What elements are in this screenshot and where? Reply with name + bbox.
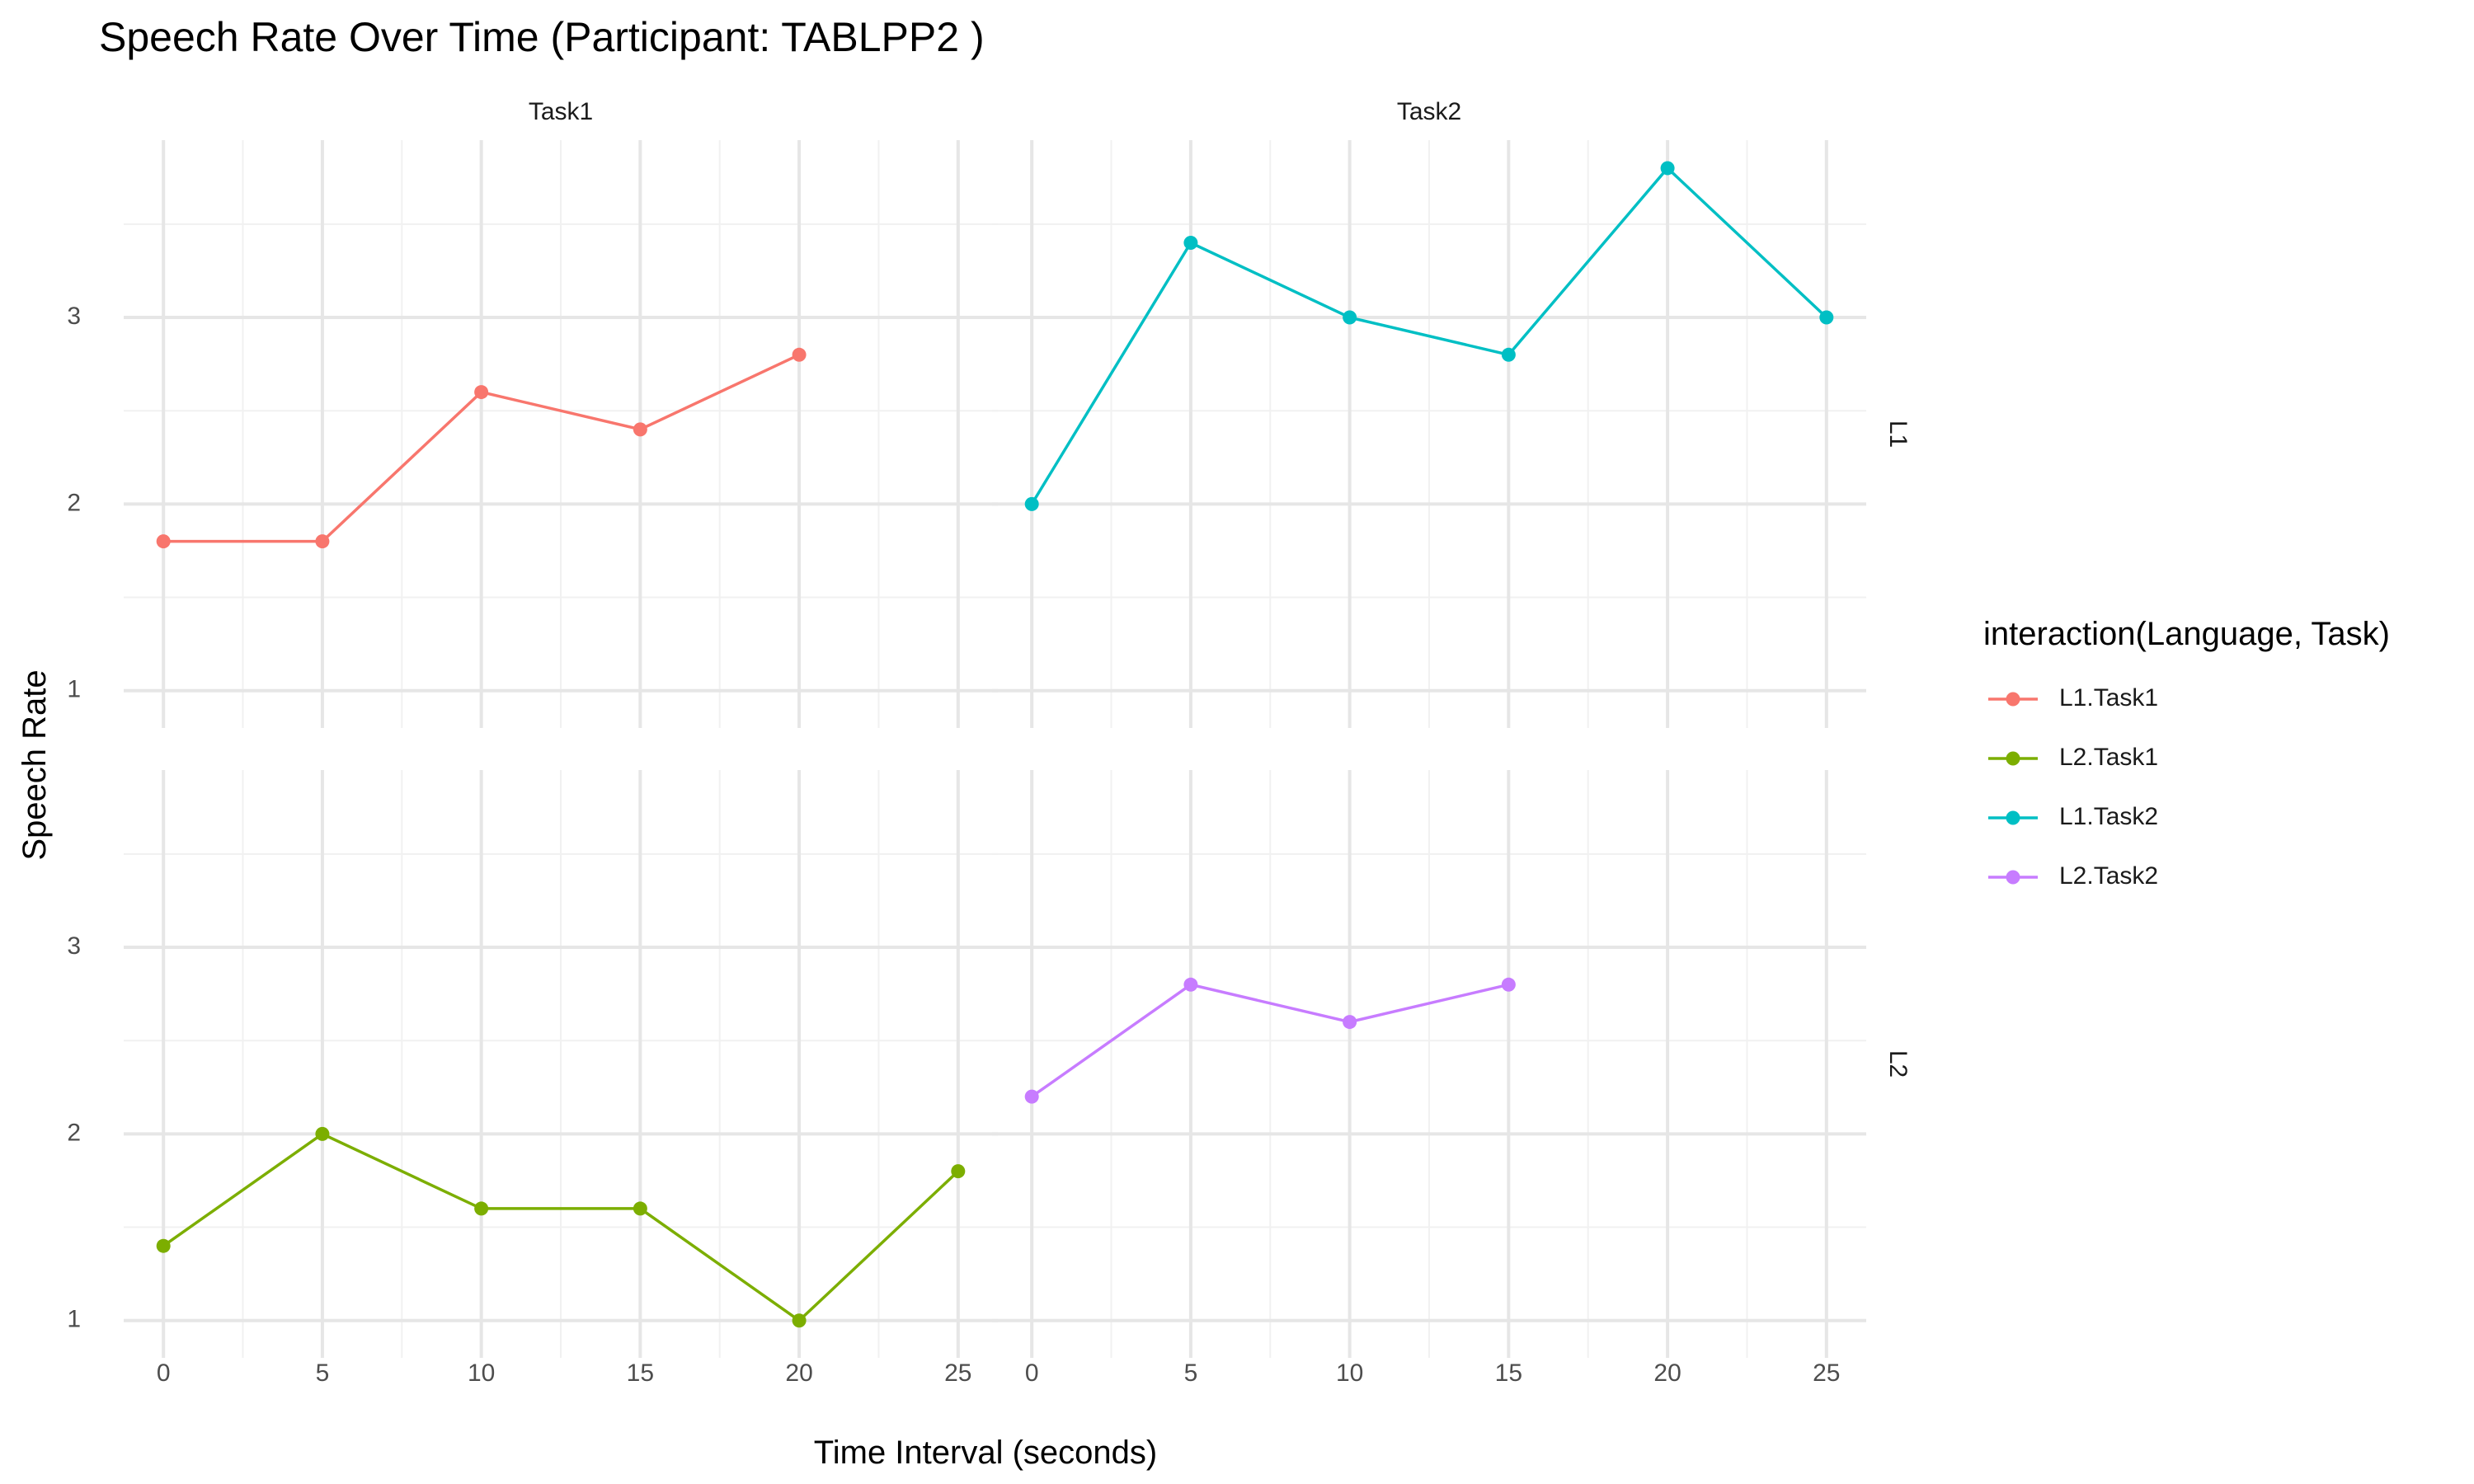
- data-point-L2.Task1: [792, 1313, 807, 1328]
- data-point-L1.Task1: [792, 347, 807, 362]
- legend-key-point: [2006, 751, 2020, 766]
- data-point-L1.Task2: [1660, 161, 1675, 176]
- facet-strip-L2: L2: [1884, 1050, 1912, 1078]
- data-point-L2.Task2: [1501, 977, 1516, 992]
- x-tick-label: 0: [1025, 1360, 1039, 1387]
- legend-label: L1.Task1: [2059, 684, 2158, 711]
- x-tick-label: 15: [627, 1360, 654, 1387]
- facet-panel-L2-Task2: [992, 770, 1866, 1358]
- y-tick-label: 3: [67, 932, 81, 960]
- legend-label: L1.Task2: [2059, 803, 2158, 830]
- series-line-L2.Task2: [1031, 983, 1509, 1098]
- data-point-L1.Task1: [633, 422, 647, 437]
- y-axis-title: Speech Rate: [16, 669, 53, 860]
- data-point-L1.Task2: [1024, 496, 1039, 511]
- legend-title: interaction(Language, Task): [1983, 616, 2390, 652]
- data-point-L2.Task1: [156, 1238, 171, 1253]
- data-point-L1.Task2: [1183, 235, 1198, 250]
- x-tick-label: 0: [157, 1360, 171, 1387]
- x-tick-label: 25: [944, 1360, 971, 1387]
- legend-items: L1.Task1 L2.Task1 L1.Task2 L2.Task2: [1988, 684, 2158, 890]
- series-L1.Task2: [1024, 161, 1834, 511]
- data-point-L1.Task1: [315, 534, 330, 549]
- facet-strip-Task1: Task1: [529, 98, 593, 125]
- x-tick-label: 20: [1653, 1360, 1681, 1387]
- y-tick-label: 1: [67, 1306, 81, 1333]
- legend-item-L2.Task1: L2.Task1: [1988, 744, 2158, 771]
- series-L2.Task2: [1024, 977, 1516, 1104]
- facet-strip-Task2: Task2: [1397, 98, 1461, 125]
- x-tick-label: 5: [1184, 1360, 1198, 1387]
- legend-label: L2.Task1: [2059, 744, 2158, 771]
- legend-item-L1.Task2: L1.Task2: [1988, 803, 2158, 830]
- series-L2.Task1: [156, 1126, 966, 1328]
- series-L1.Task1: [156, 347, 807, 549]
- data-point-L2.Task1: [951, 1164, 966, 1179]
- legend-item-L2.Task2: L2.Task2: [1988, 862, 2158, 890]
- legend-label: L2.Task2: [2059, 862, 2158, 890]
- facet-panels: Task1 Task2 L1 L2 1 2 3 1 2 3 0 5 10 15 20 25 0 5 10 15 20 25: [67, 98, 1912, 1387]
- legend-key-point: [2006, 810, 2020, 825]
- x-tick-label: 5: [316, 1360, 330, 1387]
- y-tick-label: 3: [67, 303, 81, 330]
- legend-item-L1.Task1: L1.Task1: [1988, 684, 2158, 711]
- series-line-L1.Task2: [1030, 166, 1828, 505]
- data-point-L1.Task2: [1819, 310, 1834, 325]
- data-point-L2.Task1: [315, 1126, 330, 1141]
- x-tick-label: 25: [1813, 1360, 1840, 1387]
- facet-panel-L2-Task1: [124, 770, 998, 1358]
- x-tick-label: 10: [468, 1360, 495, 1387]
- y-tick-label: 2: [67, 1119, 81, 1146]
- x-tick-label: 10: [1336, 1360, 1363, 1387]
- y-tick-label: 2: [67, 489, 81, 516]
- legend-key-point: [2006, 692, 2020, 707]
- x-tick-label: 15: [1495, 1360, 1522, 1387]
- x-tick-label: 20: [785, 1360, 812, 1387]
- x-axis-title: Time Interval (seconds): [814, 1435, 1157, 1471]
- data-point-L2.Task2: [1183, 977, 1198, 992]
- legend: interaction(Language, Task) L1.Task1 L2.T…: [1983, 616, 2390, 890]
- facet-strip-L1: L1: [1884, 420, 1912, 448]
- series-line-L2.Task1: [162, 1132, 960, 1322]
- data-point-L2.Task1: [474, 1201, 489, 1216]
- legend-key-point: [2006, 870, 2020, 885]
- data-point-L1.Task1: [474, 385, 489, 400]
- data-point-L2.Task2: [1024, 1089, 1039, 1104]
- facet-panel-L1-Task1: [124, 140, 998, 728]
- data-point-L2.Task1: [633, 1201, 647, 1216]
- data-point-L1.Task1: [156, 534, 171, 549]
- data-point-L2.Task2: [1343, 1015, 1357, 1030]
- data-point-L1.Task2: [1501, 347, 1516, 362]
- y-tick-label: 1: [67, 676, 81, 703]
- data-point-L1.Task2: [1343, 310, 1357, 325]
- chart-title: Speech Rate Over Time (Participant: TABL…: [99, 14, 985, 60]
